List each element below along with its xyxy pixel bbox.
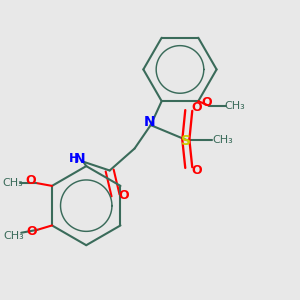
Text: CH₃: CH₃ — [212, 135, 233, 145]
Text: H: H — [69, 152, 79, 165]
Text: CH₃: CH₃ — [4, 231, 24, 241]
Text: O: O — [192, 101, 202, 114]
Text: O: O — [27, 225, 38, 238]
Text: O: O — [118, 189, 129, 202]
Text: N: N — [74, 152, 85, 166]
Text: CH₃: CH₃ — [224, 100, 245, 110]
Text: O: O — [202, 95, 212, 109]
Text: O: O — [25, 173, 36, 187]
Text: O: O — [192, 164, 202, 177]
Text: S: S — [181, 134, 191, 148]
Text: CH₃: CH₃ — [2, 178, 23, 188]
Text: N: N — [143, 115, 155, 129]
